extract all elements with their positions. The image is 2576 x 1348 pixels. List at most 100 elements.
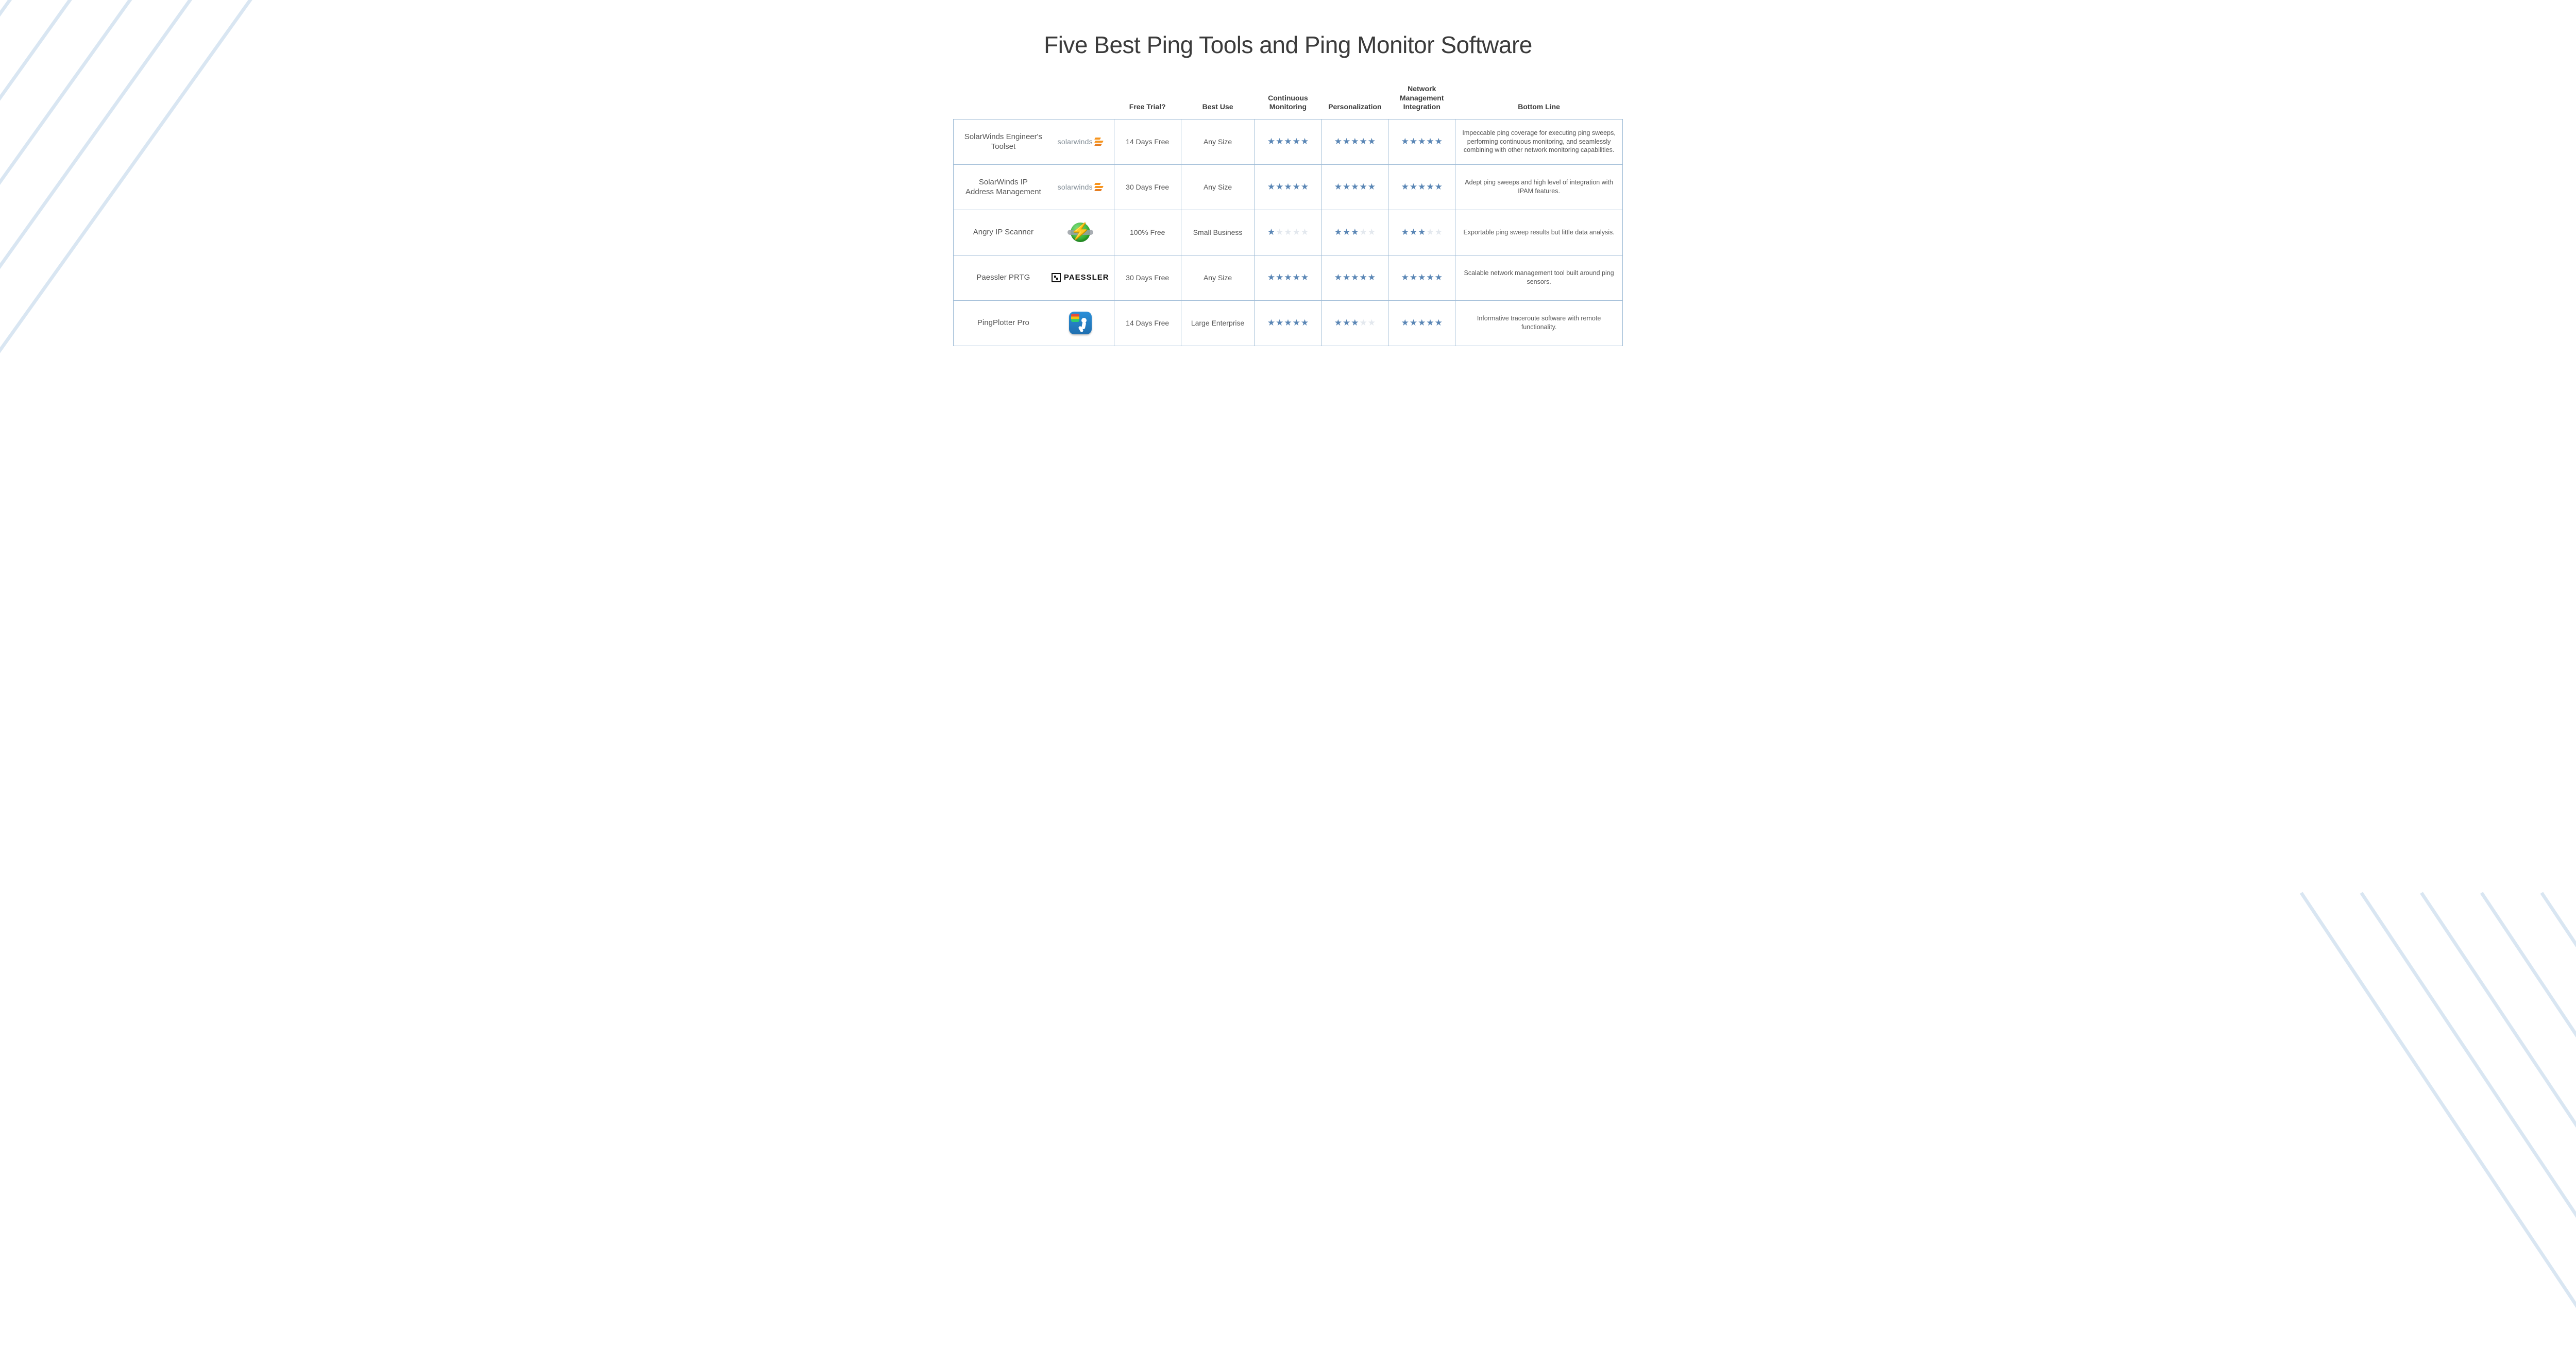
bottom-line-cell: Impeccable ping coverage for executing p… — [1455, 119, 1623, 164]
star-filled-icon: ★ — [1276, 137, 1283, 146]
product-name: PingPlotter Pro — [964, 318, 1043, 328]
star-rating: ★★★★★ — [1401, 274, 1443, 282]
star-filled-icon: ★ — [1301, 318, 1309, 327]
free-trial-cell: 14 Days Free — [1114, 300, 1181, 346]
star-filled-icon: ★ — [1368, 182, 1376, 191]
star-empty-icon: ★ — [1435, 228, 1443, 236]
continuous-monitoring-cell: ★★★★★ — [1255, 255, 1321, 300]
star-filled-icon: ★ — [1435, 318, 1443, 327]
star-rating: ★★★★★ — [1401, 183, 1443, 191]
bottom-line-cell: Informative traceroute software with rem… — [1455, 300, 1623, 346]
pingplotter-logo-icon — [1052, 312, 1109, 334]
product-name: Angry IP Scanner — [964, 227, 1043, 237]
product-cell: Angry IP Scanner ⚡ — [954, 210, 1114, 255]
star-filled-icon: ★ — [1343, 318, 1350, 327]
star-rating: ★★★★★ — [1267, 319, 1309, 327]
product-name: SolarWinds Engineer's Toolset — [964, 132, 1043, 152]
table-body: SolarWinds Engineer's Toolset solarwinds 1… — [954, 119, 1623, 346]
star-filled-icon: ★ — [1410, 318, 1417, 327]
network-integration-cell: ★★★★★ — [1388, 255, 1455, 300]
best-use-cell: Any Size — [1181, 119, 1255, 164]
star-empty-icon: ★ — [1368, 228, 1376, 236]
star-filled-icon: ★ — [1401, 228, 1409, 236]
star-filled-icon: ★ — [1368, 273, 1376, 282]
bottom-line-text: Exportable ping sweep results but little… — [1461, 228, 1617, 237]
star-filled-icon: ★ — [1426, 273, 1434, 282]
star-filled-icon: ★ — [1276, 273, 1283, 282]
star-filled-icon: ★ — [1334, 318, 1342, 327]
star-rating: ★★★★★ — [1334, 319, 1376, 327]
table-row: SolarWinds Engineer's Toolsetsolarwinds1… — [954, 119, 1623, 164]
col-header-product — [954, 79, 1114, 119]
star-empty-icon: ★ — [1426, 228, 1434, 236]
star-filled-icon: ★ — [1401, 318, 1409, 327]
star-filled-icon: ★ — [1284, 182, 1292, 191]
star-filled-icon: ★ — [1418, 137, 1426, 146]
star-filled-icon: ★ — [1418, 182, 1426, 191]
bottom-line-cell: Scalable network management tool built a… — [1455, 255, 1623, 300]
star-filled-icon: ★ — [1401, 273, 1409, 282]
star-filled-icon: ★ — [1359, 273, 1367, 282]
page-title: Five Best Ping Tools and Ping Monitor So… — [953, 31, 1623, 59]
best-use-cell: Large Enterprise — [1181, 300, 1255, 346]
table-row: PingPlotter Pro 14 Days FreeLarge Enterpr… — [954, 300, 1623, 346]
star-filled-icon: ★ — [1401, 137, 1409, 146]
star-filled-icon: ★ — [1426, 182, 1434, 191]
star-filled-icon: ★ — [1284, 318, 1292, 327]
col-header-best-use: Best Use — [1181, 79, 1255, 119]
star-rating: ★★★★★ — [1334, 183, 1376, 191]
continuous-monitoring-cell: ★★★★★ — [1255, 300, 1321, 346]
star-filled-icon: ★ — [1368, 137, 1376, 146]
star-filled-icon: ★ — [1426, 137, 1434, 146]
star-filled-icon: ★ — [1426, 318, 1434, 327]
col-header-continuous-monitoring: Continuous Monitoring — [1255, 79, 1321, 119]
star-filled-icon: ★ — [1293, 318, 1300, 327]
solarwinds-logo-icon: solarwinds — [1052, 137, 1109, 146]
continuous-monitoring-cell: ★★★★★ — [1255, 164, 1321, 210]
star-filled-icon: ★ — [1359, 137, 1367, 146]
star-filled-icon: ★ — [1343, 137, 1350, 146]
star-rating: ★★★★★ — [1401, 319, 1443, 327]
star-empty-icon: ★ — [1359, 318, 1367, 327]
star-filled-icon: ★ — [1293, 137, 1300, 146]
network-integration-cell: ★★★★★ — [1388, 119, 1455, 164]
page-content: Five Best Ping Tools and Ping Monitor So… — [927, 0, 1649, 367]
product-cell: Paessler PRTGPAESSLER — [954, 255, 1114, 300]
network-integration-cell: ★★★★★ — [1388, 300, 1455, 346]
network-integration-cell: ★★★★★ — [1388, 164, 1455, 210]
star-empty-icon: ★ — [1293, 228, 1300, 236]
table-header: Free Trial? Best Use Continuous Monitori… — [954, 79, 1623, 119]
star-filled-icon: ★ — [1301, 273, 1309, 282]
star-filled-icon: ★ — [1435, 137, 1443, 146]
star-filled-icon: ★ — [1410, 182, 1417, 191]
free-trial-cell: 100% Free — [1114, 210, 1181, 255]
continuous-monitoring-cell: ★★★★★ — [1255, 119, 1321, 164]
star-filled-icon: ★ — [1418, 318, 1426, 327]
star-rating: ★★★★★ — [1267, 228, 1309, 236]
star-rating: ★★★★★ — [1334, 228, 1376, 236]
star-filled-icon: ★ — [1334, 273, 1342, 282]
star-filled-icon: ★ — [1351, 182, 1359, 191]
star-empty-icon: ★ — [1359, 228, 1367, 236]
continuous-monitoring-cell: ★★★★★ — [1255, 210, 1321, 255]
star-filled-icon: ★ — [1267, 228, 1275, 236]
star-filled-icon: ★ — [1351, 318, 1359, 327]
bottom-line-text: Informative traceroute software with rem… — [1461, 314, 1617, 332]
star-filled-icon: ★ — [1301, 182, 1309, 191]
table-row: Paessler PRTGPAESSLER30 Days FreeAny Siz… — [954, 255, 1623, 300]
network-integration-cell: ★★★★★ — [1388, 210, 1455, 255]
product-cell: SolarWinds IP Address Managementsolarwin… — [954, 164, 1114, 210]
star-rating: ★★★★★ — [1401, 138, 1443, 146]
best-use-cell: Small Business — [1181, 210, 1255, 255]
star-filled-icon: ★ — [1401, 182, 1409, 191]
star-filled-icon: ★ — [1267, 137, 1275, 146]
star-empty-icon: ★ — [1301, 228, 1309, 236]
star-filled-icon: ★ — [1351, 273, 1359, 282]
table-row: SolarWinds IP Address Managementsolarwin… — [954, 164, 1623, 210]
star-filled-icon: ★ — [1351, 228, 1359, 236]
free-trial-cell: 30 Days Free — [1114, 255, 1181, 300]
angry-ip-scanner-logo-icon: ⚡ — [1052, 220, 1109, 244]
col-header-network-integration: Network Management Integration — [1388, 79, 1455, 119]
star-filled-icon: ★ — [1410, 228, 1417, 236]
col-header-free-trial: Free Trial? — [1114, 79, 1181, 119]
